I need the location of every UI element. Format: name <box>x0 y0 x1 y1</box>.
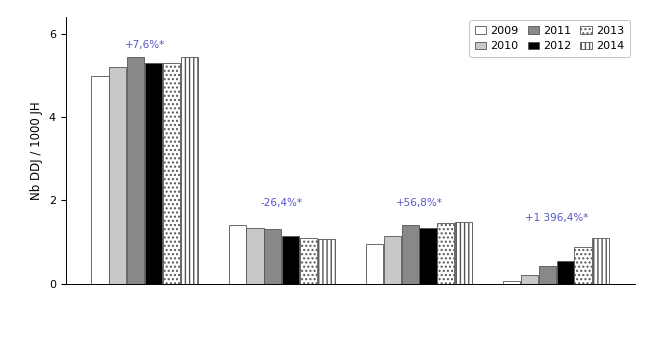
Bar <box>438 224 455 284</box>
Bar <box>384 236 401 284</box>
Bar <box>300 238 317 284</box>
Bar <box>229 225 246 284</box>
Bar <box>92 75 109 284</box>
Bar <box>574 247 591 284</box>
Text: +1 396,4%*: +1 396,4%* <box>525 213 588 224</box>
Bar <box>145 63 162 284</box>
Bar <box>402 225 419 284</box>
Bar <box>246 228 263 284</box>
Text: +56,8%*: +56,8%* <box>396 198 443 208</box>
Bar <box>162 63 180 284</box>
Bar <box>455 222 472 284</box>
Bar <box>366 244 383 284</box>
Bar <box>592 238 609 284</box>
Text: -26,4%*: -26,4%* <box>261 198 303 208</box>
Bar <box>521 275 538 284</box>
Bar <box>557 261 574 284</box>
Legend: 2009, 2010, 2011, 2012, 2013, 2014: 2009, 2010, 2011, 2012, 2013, 2014 <box>470 20 630 57</box>
Bar <box>109 67 126 284</box>
Bar <box>503 281 520 284</box>
Bar <box>265 229 282 284</box>
Bar <box>181 57 198 284</box>
Bar <box>282 236 299 284</box>
Y-axis label: Nb DDJ / 1000 JH: Nb DDJ / 1000 JH <box>30 101 43 200</box>
Bar <box>318 239 335 284</box>
Bar <box>419 228 436 284</box>
Text: +7,6%*: +7,6%* <box>124 40 164 50</box>
Bar <box>539 266 556 284</box>
Bar <box>127 57 144 284</box>
